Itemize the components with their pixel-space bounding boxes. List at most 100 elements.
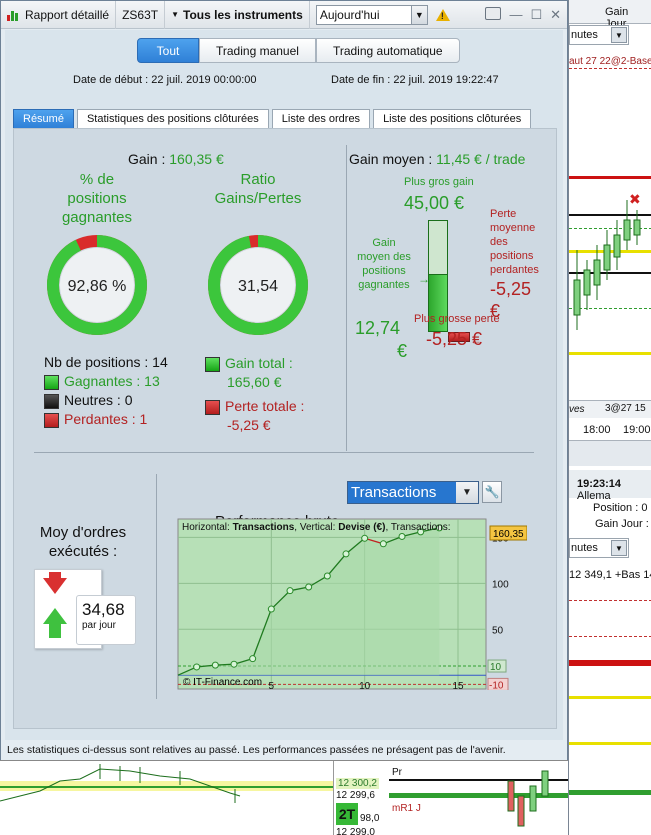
gain-line: Gain : 160,35 € bbox=[128, 151, 224, 167]
end-date: Date de fin : 22 juil. 2019 19:22:47 bbox=[331, 74, 499, 86]
bg-time-axis-1: 18:00 bbox=[583, 424, 611, 436]
report-window: Rapport détaillé ZS63T ▼ Tous les instru… bbox=[0, 0, 568, 760]
biggest-loss-label: Plus grosse perte bbox=[414, 313, 500, 325]
disclaimer: Les statistiques ci-dessus sont relative… bbox=[1, 741, 567, 760]
tab-closed-positions-stats[interactable]: Statistiques des positions clôturées bbox=[76, 109, 269, 128]
ref-lower-label: -10 bbox=[489, 680, 504, 690]
bg-timeframe-select[interactable]: nutes bbox=[571, 29, 598, 41]
data-point bbox=[193, 663, 201, 671]
orders-unit: par jour bbox=[82, 620, 116, 631]
loss-bar bbox=[448, 332, 470, 342]
bg-position: Position : 0 bbox=[593, 502, 648, 514]
data-point bbox=[211, 661, 219, 669]
wrench-icon[interactable]: 🔧 bbox=[482, 481, 502, 503]
data-point bbox=[305, 583, 313, 591]
series-segment bbox=[308, 575, 328, 588]
data-point bbox=[267, 605, 275, 613]
tab-summary[interactable]: Résumé bbox=[13, 109, 74, 128]
bg-time-axis-2: 19:00 bbox=[623, 424, 651, 436]
avg-winning-label: Gain moyen des positions gagnantes bbox=[357, 237, 411, 291]
bg-mr1: mR1 J bbox=[392, 803, 421, 814]
data-point bbox=[342, 550, 350, 558]
performance-selected: Transactions bbox=[351, 484, 437, 501]
y-tick-label: 100 bbox=[492, 579, 509, 590]
data-point bbox=[249, 655, 257, 663]
data-point bbox=[323, 572, 331, 580]
report-icon bbox=[7, 9, 21, 21]
winners-swatch bbox=[44, 374, 59, 390]
chevron-down-icon: ▼ bbox=[456, 482, 478, 503]
avg-orders-title: Moy d'ordres exécutés : bbox=[39, 524, 127, 560]
chart-legend: Horizontal: Transactions, Vertical: Devi… bbox=[182, 522, 450, 533]
warning-icon[interactable]: ! bbox=[435, 8, 450, 21]
orders-value: 34,68 bbox=[82, 600, 125, 619]
total-loss-swatch bbox=[205, 399, 220, 415]
neutral-line: Neutres : 0 bbox=[44, 392, 132, 409]
tab-all[interactable]: Tout bbox=[137, 38, 199, 63]
series-segment bbox=[326, 553, 347, 577]
data-point bbox=[417, 528, 425, 536]
data-point bbox=[286, 587, 294, 595]
winning-pct-value: 92,86 % bbox=[68, 278, 127, 295]
biggest-gain-label: Plus gros gain bbox=[404, 176, 474, 188]
x-axis-labels bbox=[174, 694, 482, 708]
y-tick-label: 50 bbox=[492, 625, 504, 636]
series-segment bbox=[270, 590, 291, 610]
sell-arrow-icon bbox=[43, 578, 67, 594]
bg-clock: 19:23:14 Allema bbox=[577, 478, 622, 502]
report-title-label: Rapport détaillé bbox=[25, 7, 110, 22]
ratio-gauge: 31,54 bbox=[208, 235, 308, 335]
avg-losing-label: Perte moyenne des positions perdantes bbox=[490, 208, 539, 276]
bg-badge-2t: 2T bbox=[336, 803, 358, 825]
total-loss: Perte totale : -5,25 € bbox=[205, 397, 304, 435]
report-title: Rapport détaillé bbox=[1, 0, 117, 29]
total-gain-swatch bbox=[205, 356, 220, 372]
avg-winning-unit: € bbox=[397, 341, 408, 361]
ratio-title: Ratio Gains/Pertes bbox=[214, 171, 302, 207]
svg-text:✖: ✖ bbox=[629, 192, 641, 208]
tab-closed-positions-list[interactable]: Liste des positions clôturées bbox=[373, 109, 532, 128]
maximize-icon[interactable]: ☐ bbox=[530, 7, 543, 22]
report-tabs: Résumé Statistiques des positions clôtur… bbox=[13, 109, 532, 128]
avg-winning-value: 12,74 bbox=[355, 318, 401, 338]
avg-winning-marker bbox=[428, 220, 448, 275]
avg-gain-line: Gain moyen : 11,45 € / trade bbox=[349, 151, 526, 167]
bg-price-1: 12 300,2 bbox=[336, 778, 379, 789]
total-gain: Gain total : 165,60 € bbox=[205, 354, 293, 392]
neutral-swatch bbox=[44, 393, 59, 409]
data-point bbox=[435, 524, 443, 532]
tab-auto-trading[interactable]: Trading automatique bbox=[315, 38, 460, 63]
instruments-select[interactable]: ▼ Tous les instruments bbox=[165, 0, 310, 29]
current-value-badge bbox=[489, 525, 527, 541]
period-select[interactable]: Aujourd'hui ▼ bbox=[315, 4, 428, 25]
chart-copyright: © IT-Finance.com bbox=[183, 677, 262, 688]
bg-bottom-candles bbox=[0, 764, 335, 803]
winning-pct-title: % de positions gagnantes bbox=[61, 171, 133, 226]
bg-order-label: aut 27 22@2-Base bbox=[569, 56, 651, 67]
data-point bbox=[398, 532, 406, 540]
bg-position-label: 3@27 15 bbox=[605, 403, 646, 414]
data-point bbox=[230, 660, 238, 668]
biggest-loss-value: -5,25 € bbox=[426, 329, 483, 349]
winning-pct-gauge: 92,86 % bbox=[47, 235, 147, 335]
bg-candles: ✖ bbox=[573, 192, 641, 330]
account-select[interactable]: ZS63T bbox=[116, 0, 166, 29]
tab-orders-list[interactable]: Liste des ordres bbox=[271, 109, 371, 128]
minimize-icon[interactable]: — bbox=[509, 7, 523, 22]
performance-select[interactable]: Transactions ▼ bbox=[347, 481, 479, 504]
orders-value-box: 34,68 par jour bbox=[76, 595, 136, 645]
period-value: Aujourd'hui bbox=[319, 7, 380, 22]
print-icon[interactable] bbox=[485, 7, 502, 20]
background-chart-panel: Gain Jour nutes ▼ aut 27 22@2-Base ✖ ves… bbox=[568, 0, 651, 835]
bg-timeframe-select-2[interactable]: nutes bbox=[571, 542, 598, 554]
tab-manual-trading[interactable]: Trading manuel bbox=[199, 38, 316, 63]
close-icon[interactable]: ✕ bbox=[550, 7, 561, 22]
chevron-down-icon: ▼ bbox=[410, 5, 427, 24]
ref-upper-badge bbox=[487, 659, 507, 673]
buy-arrow-icon bbox=[43, 608, 67, 624]
data-point bbox=[361, 534, 369, 542]
bg-price-2: 12 299,6 bbox=[336, 790, 375, 801]
window-controls: — ☐ ✕ bbox=[485, 7, 561, 23]
report-content: Tout Trading manuel Trading automatique … bbox=[5, 30, 563, 740]
